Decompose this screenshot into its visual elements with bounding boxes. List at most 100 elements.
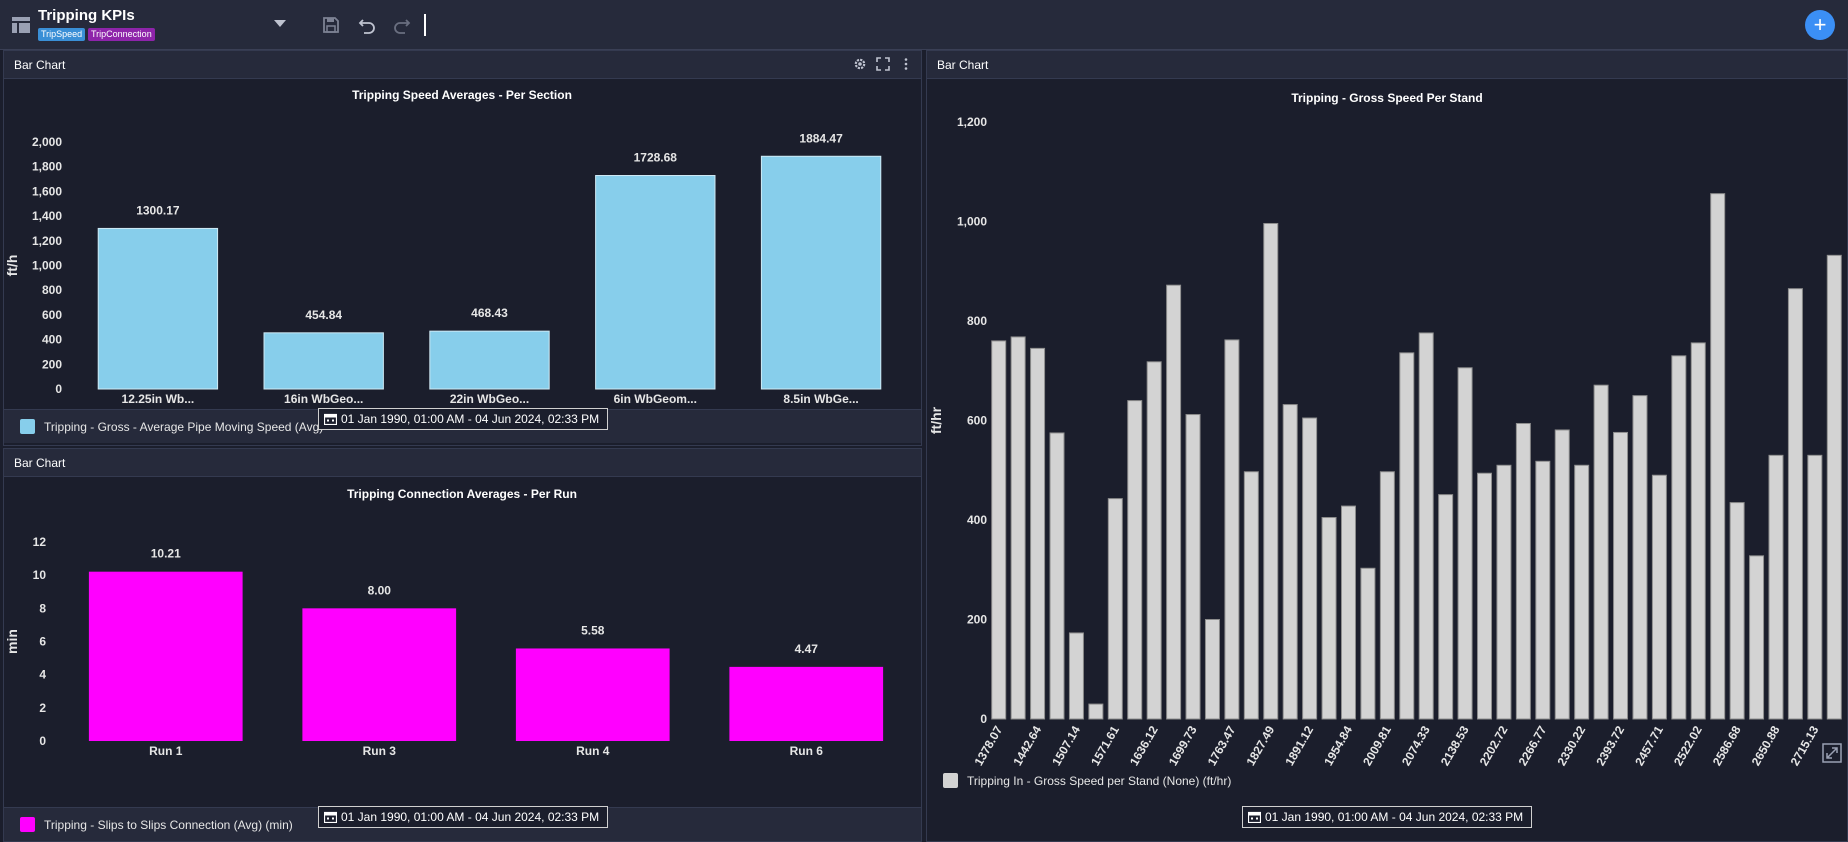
bar	[1340, 505, 1356, 720]
bar	[1418, 332, 1434, 720]
x-tick-label: 1442.64	[1010, 723, 1044, 768]
section-speed-bar-chart: Tripping Speed Averages - Per Section ft/…	[4, 88, 882, 406]
x-tick-label: 2330.22	[1554, 723, 1588, 768]
bar-value-label: 1728.68	[634, 151, 678, 165]
add-widget-button[interactable]: +	[1805, 10, 1835, 40]
y-tick-label: 4	[39, 668, 46, 682]
bar-value-label: 468.43	[471, 306, 508, 320]
chart-title: Tripping - Gross Speed Per Stand	[1291, 91, 1482, 105]
bar	[1613, 431, 1629, 720]
x-tick-label: 2202.72	[1477, 723, 1511, 768]
y-tick-label: 0	[980, 712, 987, 726]
y-axis-label: ft/hr	[928, 406, 944, 434]
y-tick-label: 1,200	[32, 234, 62, 248]
dashboard-title: Tripping KPIs	[38, 7, 135, 24]
bar-value-label: 1884.47	[799, 131, 843, 145]
y-tick-label: 200	[42, 357, 62, 371]
panel-header: Bar Chart	[4, 449, 921, 477]
bar	[1068, 632, 1084, 720]
x-tick-label: 16in WbGeo...	[284, 392, 363, 406]
x-tick-label: Run 1	[149, 744, 183, 758]
date-range-text: 01 Jan 1990, 01:00 AM - 04 Jun 2024, 02:…	[341, 810, 600, 824]
bar	[1651, 474, 1667, 720]
bar	[1166, 284, 1182, 720]
bar	[1282, 404, 1298, 720]
y-tick-label: 10	[33, 568, 47, 582]
x-tick-label: 1891.12	[1282, 723, 1316, 768]
y-tick-label: 800	[967, 314, 987, 328]
panel-title: Bar Chart	[14, 58, 66, 72]
stand-speed-bar-chart: Tripping - Gross Speed Per Stand ft/hr 0 20…	[928, 91, 1842, 768]
date-range-picker[interactable]: 01 Jan 1990, 01:00 AM - 04 Jun 2024, 02:…	[318, 806, 609, 828]
y-tick-label: 200	[967, 613, 987, 627]
y-tick-label: 6	[39, 635, 46, 649]
dashboard-layout-icon[interactable]	[12, 17, 30, 33]
date-range-picker[interactable]: 01 Jan 1990, 01:00 AM - 04 Jun 2024, 02:…	[318, 408, 609, 430]
x-tick-label: 2138.53	[1438, 723, 1472, 768]
y-tick-label: 600	[42, 308, 62, 322]
bar	[515, 648, 670, 741]
x-tick-label: 2586.68	[1710, 723, 1744, 768]
bar	[1088, 703, 1104, 720]
y-tick-label: 12	[33, 535, 47, 549]
bar	[1807, 454, 1823, 720]
more-vertical-icon[interactable]	[899, 57, 913, 71]
legend-swatch	[20, 419, 35, 434]
panel-title: Bar Chart	[937, 58, 989, 72]
x-tick-label: 2457.71	[1632, 723, 1666, 768]
x-tick-label: 2393.72	[1593, 723, 1627, 768]
save-icon[interactable]	[321, 15, 341, 35]
legend-label: Tripping - Gross - Average Pipe Moving S…	[44, 420, 324, 434]
panel-header: Bar Chart	[4, 51, 921, 79]
bar	[1263, 222, 1279, 720]
bar-value-label: 4.47	[795, 642, 819, 656]
chevron-down-icon[interactable]	[274, 20, 286, 27]
fullscreen-icon[interactable]	[876, 57, 890, 71]
bar	[1185, 414, 1201, 720]
x-tick-label: Run 3	[363, 744, 397, 758]
bar	[1321, 517, 1337, 720]
bar	[729, 666, 884, 741]
bar-chart-panel-stand-speed: Bar Chart Tripping - Gross Speed Per Sta…	[926, 50, 1848, 842]
gear-icon[interactable]	[853, 57, 867, 71]
redo-icon[interactable]	[392, 15, 412, 35]
tag-tripspeed[interactable]: TripSpeed	[38, 28, 86, 41]
bar	[1127, 400, 1143, 720]
y-tick-label: 1,000	[32, 259, 62, 273]
bar	[1477, 472, 1493, 720]
bar	[1593, 384, 1609, 720]
bar	[1690, 342, 1706, 720]
bar	[1399, 352, 1415, 720]
undo-icon[interactable]	[357, 15, 377, 35]
legend-label: Tripping In - Gross Speed per Stand (Non…	[967, 774, 1232, 788]
x-tick-label: 1954.84	[1321, 723, 1355, 768]
x-tick-label: 1571.61	[1088, 723, 1122, 768]
x-tick-label: Run 4	[576, 744, 610, 758]
chart-title: Tripping Speed Averages - Per Section	[352, 88, 572, 102]
tag-tripconnection[interactable]: TripConnection	[88, 28, 155, 41]
bar	[991, 340, 1007, 720]
expand-icon[interactable]	[1822, 743, 1842, 763]
bar	[1496, 464, 1512, 720]
y-tick-label: 1,200	[957, 115, 987, 129]
y-tick-label: 1,800	[32, 160, 62, 174]
x-tick-label: 2522.02	[1671, 723, 1705, 768]
x-tick-label: 2074.33	[1399, 723, 1433, 768]
bar	[1379, 471, 1395, 720]
x-tick-label: 1378.07	[971, 723, 1005, 768]
bar	[1515, 422, 1531, 720]
date-range-picker[interactable]: 01 Jan 1990, 01:00 AM - 04 Jun 2024, 02:…	[1242, 806, 1533, 828]
legend-swatch	[20, 817, 35, 832]
panel-title: Bar Chart	[14, 456, 66, 470]
bar	[1671, 355, 1687, 720]
x-tick-label: Run 6	[790, 744, 824, 758]
bar	[1049, 432, 1065, 720]
y-tick-label: 8	[39, 601, 46, 615]
bar	[429, 330, 550, 390]
connection-bar-chart: Tripping Connection Averages - Per Run mi…	[4, 487, 884, 758]
bar-value-label: 5.58	[581, 623, 605, 637]
chart-legend: Tripping In - Gross Speed per Stand (Non…	[927, 769, 1847, 841]
bar	[1030, 347, 1046, 720]
x-tick-label: 6in WbGeom...	[614, 392, 697, 406]
bar	[1224, 339, 1240, 720]
